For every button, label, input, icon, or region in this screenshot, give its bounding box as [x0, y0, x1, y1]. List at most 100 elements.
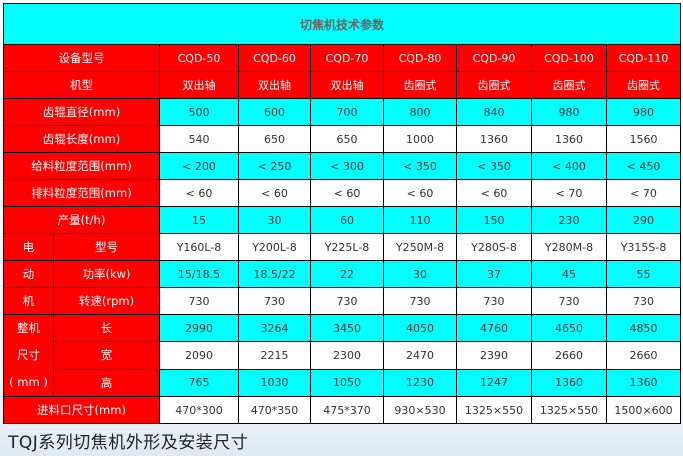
value-cell: Y225L-8 [310, 233, 384, 261]
value-cell: 齿圈式 [605, 71, 682, 99]
value-cell: 3450 [310, 313, 384, 343]
value-cell: 600 [238, 98, 311, 126]
value-cell: Y200L-8 [238, 233, 311, 261]
group-label-line: ( mm ) [9, 375, 48, 389]
value-cell: < 350 [383, 152, 457, 180]
value-cell: 30 [238, 206, 311, 234]
row-label: 长 [53, 313, 160, 343]
value-cell: 4760 [456, 313, 532, 343]
value-cell: 3264 [238, 313, 311, 343]
value-cell: 840 [456, 98, 532, 126]
value-cell: 470*300 [159, 396, 239, 424]
value-cell: 1000 [383, 125, 457, 153]
row-label: 产量(t/h) [3, 206, 160, 234]
value-cell: 700 [310, 98, 384, 126]
value-cell: 22 [310, 260, 384, 288]
value-cell: 980 [531, 98, 607, 126]
table-row-height: 高 765 1030 1050 1230 1247 1360 1360 [4, 368, 682, 398]
table-row-length: 整机 尺寸 ( mm ) 长 2990 3264 3450 4050 4760 4650 4850 [3, 313, 682, 397]
value-cell: 齿圈式 [383, 71, 457, 99]
value-cell: Y160L-8 [159, 233, 239, 261]
value-cell: 1325×550 [456, 396, 532, 424]
value-cell: 2300 [310, 341, 384, 370]
value-cell: 650 [310, 125, 384, 153]
table-row-type: 机型 双出轴 双出轴 双出轴 齿圈式 齿圈式 齿圈式 齿圈式 [3, 71, 682, 99]
value-cell: Y250M-8 [383, 233, 457, 261]
value-cell: < 70 [605, 179, 682, 207]
value-cell: Y280M-8 [531, 233, 607, 261]
value-cell: 1360 [531, 368, 607, 398]
value-cell: 4050 [383, 313, 457, 343]
value-cell: 1050 [310, 368, 384, 398]
value-cell: 730 [238, 287, 311, 315]
caption: TQJ系列切焦机外形及安装尺寸 [8, 433, 249, 453]
spec-table: 切焦机技术参数 设备型号 CQD-50 CQD-60 CQD-70 CQD-80 CQD-… [2, 3, 682, 424]
value-cell: CQD-110 [605, 44, 682, 72]
value-cell: < 450 [605, 152, 682, 180]
value-cell: 双出轴 [310, 71, 384, 99]
value-cell: CQD-90 [456, 44, 532, 72]
value-cell: 1030 [238, 368, 311, 398]
value-cell: 2215 [238, 341, 311, 370]
row-label: 机型 [3, 71, 160, 99]
row-label: 排料粒度范围(mm) [3, 179, 160, 207]
row-label: 高 [53, 368, 160, 398]
value-cell: 730 [605, 287, 682, 315]
value-cell: < 60 [383, 179, 457, 207]
value-cell: 2990 [159, 313, 239, 343]
value-cell: 1247 [456, 368, 532, 398]
value-cell: 980 [605, 98, 682, 126]
group-label-line: 尺寸 [17, 348, 40, 362]
table-row-capacity: 产量(t/h) 15 30 60 110 150 230 290 [3, 206, 682, 234]
value-cell: 双出轴 [159, 71, 239, 99]
value-cell: 2660 [531, 341, 607, 370]
value-cell: 765 [159, 368, 239, 398]
value-cell: 1360 [531, 125, 607, 153]
value-cell: < 350 [456, 152, 532, 180]
table-title: 切焦机技术参数 [2, 3, 682, 45]
value-cell: 540 [159, 125, 239, 153]
table-row-model: 设备型号 CQD-50 CQD-60 CQD-70 CQD-80 CQD-90 CQD-10… [3, 44, 682, 72]
value-cell: 2390 [456, 341, 532, 370]
value-cell: < 70 [531, 179, 607, 207]
value-cell: CQD-100 [531, 44, 607, 72]
value-cell: < 200 [159, 152, 239, 180]
value-cell: 30 [383, 260, 457, 288]
value-cell: 230 [531, 206, 607, 234]
value-cell: 齿圈式 [531, 71, 607, 99]
value-cell: 2660 [605, 341, 682, 370]
value-cell: 110 [383, 206, 457, 234]
group-label-line: 整机 [17, 321, 40, 335]
value-cell: 1500×600 [605, 396, 682, 424]
row-label: 型号 [53, 233, 160, 261]
table-row-inlet: 进料口尺寸(mm) 470*300 470*350 475*370 930×530 132… [3, 396, 682, 424]
value-cell: 1560 [605, 125, 682, 153]
row-label: 齿辊长度(mm) [3, 125, 160, 153]
value-cell: 470*350 [238, 396, 311, 424]
table-row-motor_speed: 机转速(rpm) 730 730 730 730 730 730 730 [3, 287, 682, 315]
table-row-roll_dia: 齿辊直径(mm) 500 600 700 800 840 980 980 [3, 98, 682, 126]
value-cell: 730 [531, 287, 607, 315]
value-cell: CQD-80 [383, 44, 457, 72]
value-cell: 4650 [531, 313, 607, 343]
value-cell: 15/18.5 [159, 260, 239, 288]
value-cell: 150 [456, 206, 532, 234]
value-cell: < 60 [238, 179, 311, 207]
group-label: 动 [3, 260, 54, 288]
value-cell: Y280S-8 [456, 233, 532, 261]
table-row-motor_model: 电型号 Y160L-8 Y200L-8 Y225L-8 Y250M-8 Y280S-8 Y2… [3, 233, 682, 261]
value-cell: < 400 [531, 152, 607, 180]
value-cell: 1360 [605, 368, 682, 398]
value-cell: 1360 [456, 125, 532, 153]
value-cell: 730 [159, 287, 239, 315]
row-label: 设备型号 [3, 44, 160, 72]
group-label: 电 [3, 233, 54, 261]
value-cell: 37 [456, 260, 532, 288]
row-label: 齿辊直径(mm) [3, 98, 160, 126]
value-cell: 730 [456, 287, 532, 315]
row-label: 进料口尺寸(mm) [3, 396, 160, 424]
value-cell: 290 [605, 206, 682, 234]
value-cell: 930×530 [383, 396, 457, 424]
value-cell: 55 [605, 260, 682, 288]
value-cell: 齿圈式 [456, 71, 532, 99]
